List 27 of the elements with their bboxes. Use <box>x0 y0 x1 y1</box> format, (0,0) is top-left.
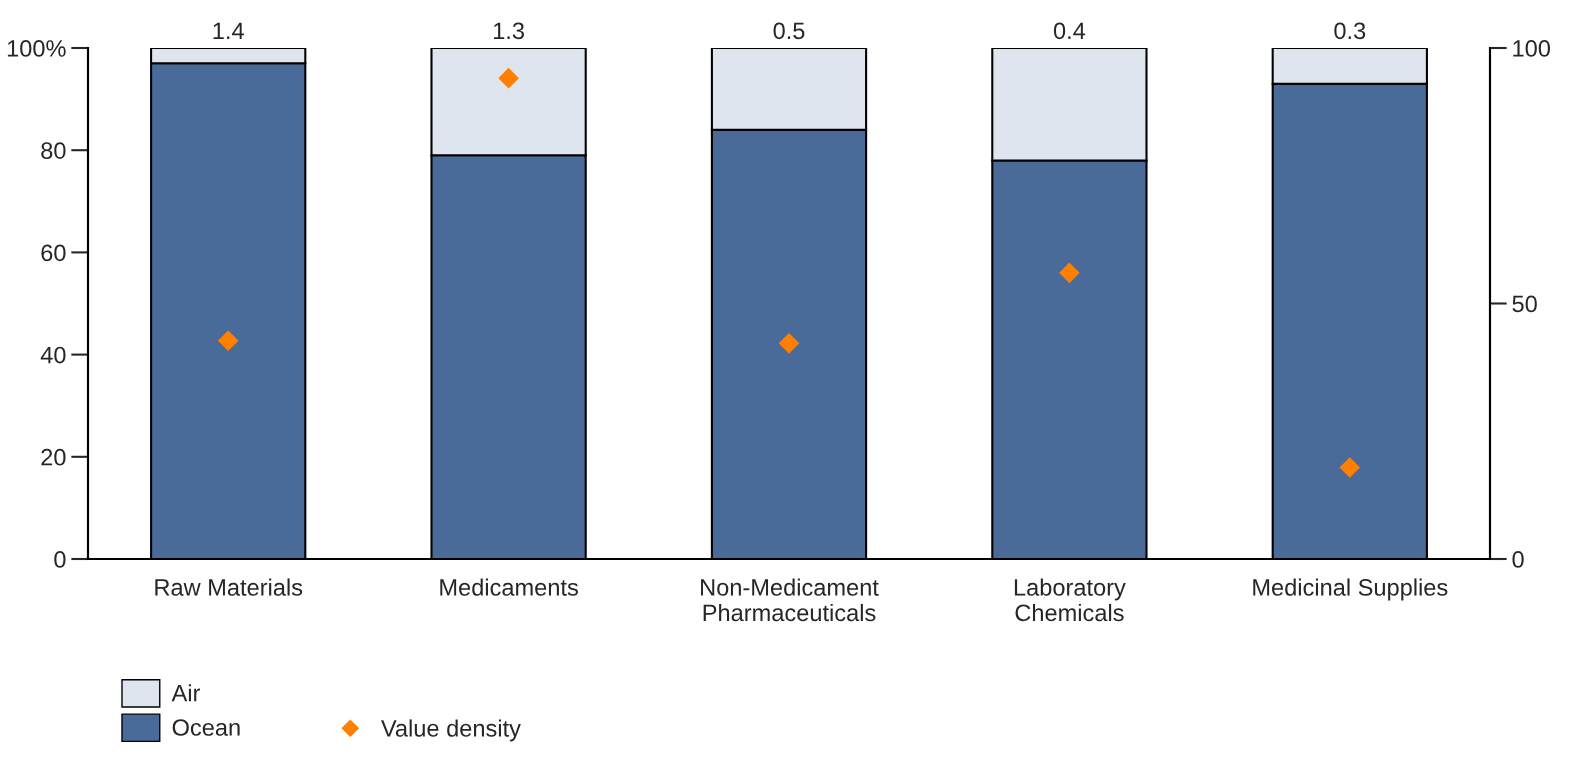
point <box>1059 262 1080 284</box>
x-tick-label: Medicinal Supplies <box>1253 578 1448 601</box>
annotation: 0.4 <box>1053 22 1086 40</box>
point <box>498 67 519 89</box>
y2-tick-label: 50 <box>1512 295 1537 313</box>
x-tick-label: Laboratory Chemicals <box>1014 578 1126 622</box>
y2-tick-label: 100 <box>1513 40 1550 57</box>
point <box>778 333 800 354</box>
annotation: 0.3 <box>1334 22 1366 40</box>
legend-label: Air <box>171 684 201 702</box>
x-tick-label: Raw Materials <box>155 578 303 596</box>
y-tick-label: 0 <box>54 551 66 568</box>
point <box>217 330 239 352</box>
point <box>1339 457 1361 478</box>
legend-label: Ocean <box>172 719 240 736</box>
y-tick-label: 20 <box>41 448 66 466</box>
y-tick-label: 40 <box>40 346 66 364</box>
y-tick-label: 60 <box>41 244 66 262</box>
y2-tick-label: 0 <box>1512 551 1524 568</box>
annotation: 1.4 <box>213 22 244 39</box>
annotation: 1.3 <box>493 22 524 40</box>
x-tick-label: Medicaments <box>440 578 578 596</box>
x-tick-label: Non-Medicament Pharmaceuticals <box>701 578 879 622</box>
annotation: 0.5 <box>773 22 805 40</box>
y-tick-label: 100% <box>7 40 66 57</box>
legend-label: Value density <box>381 719 521 742</box>
y-tick-label: 80 <box>41 142 66 159</box>
